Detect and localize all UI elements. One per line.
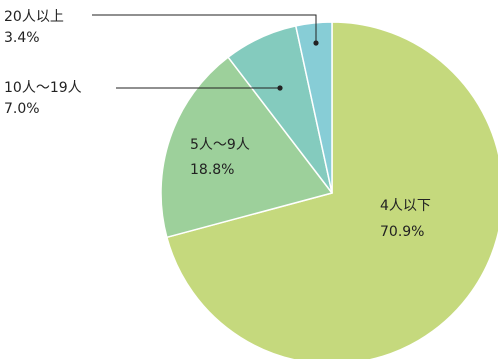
slice-label-name-1: 5人〜9人 <box>190 137 250 153</box>
callout-dot-2 <box>277 85 283 91</box>
callout-label-name-2: 10人〜19人 <box>4 80 82 96</box>
pie-callouts: 20人以上 3.4% 10人〜19人 7.0% <box>4 9 319 117</box>
callout-label-value-3: 3.4% <box>4 30 40 46</box>
pie-slice-1 <box>160 56 333 239</box>
slice-label-name-0: 4人以下 <box>380 198 431 214</box>
slice-label-value-1: 18.8% <box>190 162 234 178</box>
callout-line-3 <box>92 14 317 43</box>
pie-inner-labels: 4人以下 70.9% 5人〜9人 18.8% <box>190 137 431 240</box>
pie-slices <box>160 21 498 359</box>
callout-label-name-3: 20人以上 <box>4 9 64 25</box>
callout-label-value-2: 7.0% <box>4 101 40 117</box>
slice-label-value-0: 70.9% <box>380 224 424 240</box>
callout-dot-3 <box>313 40 319 46</box>
pie-slice-3 <box>295 21 333 194</box>
